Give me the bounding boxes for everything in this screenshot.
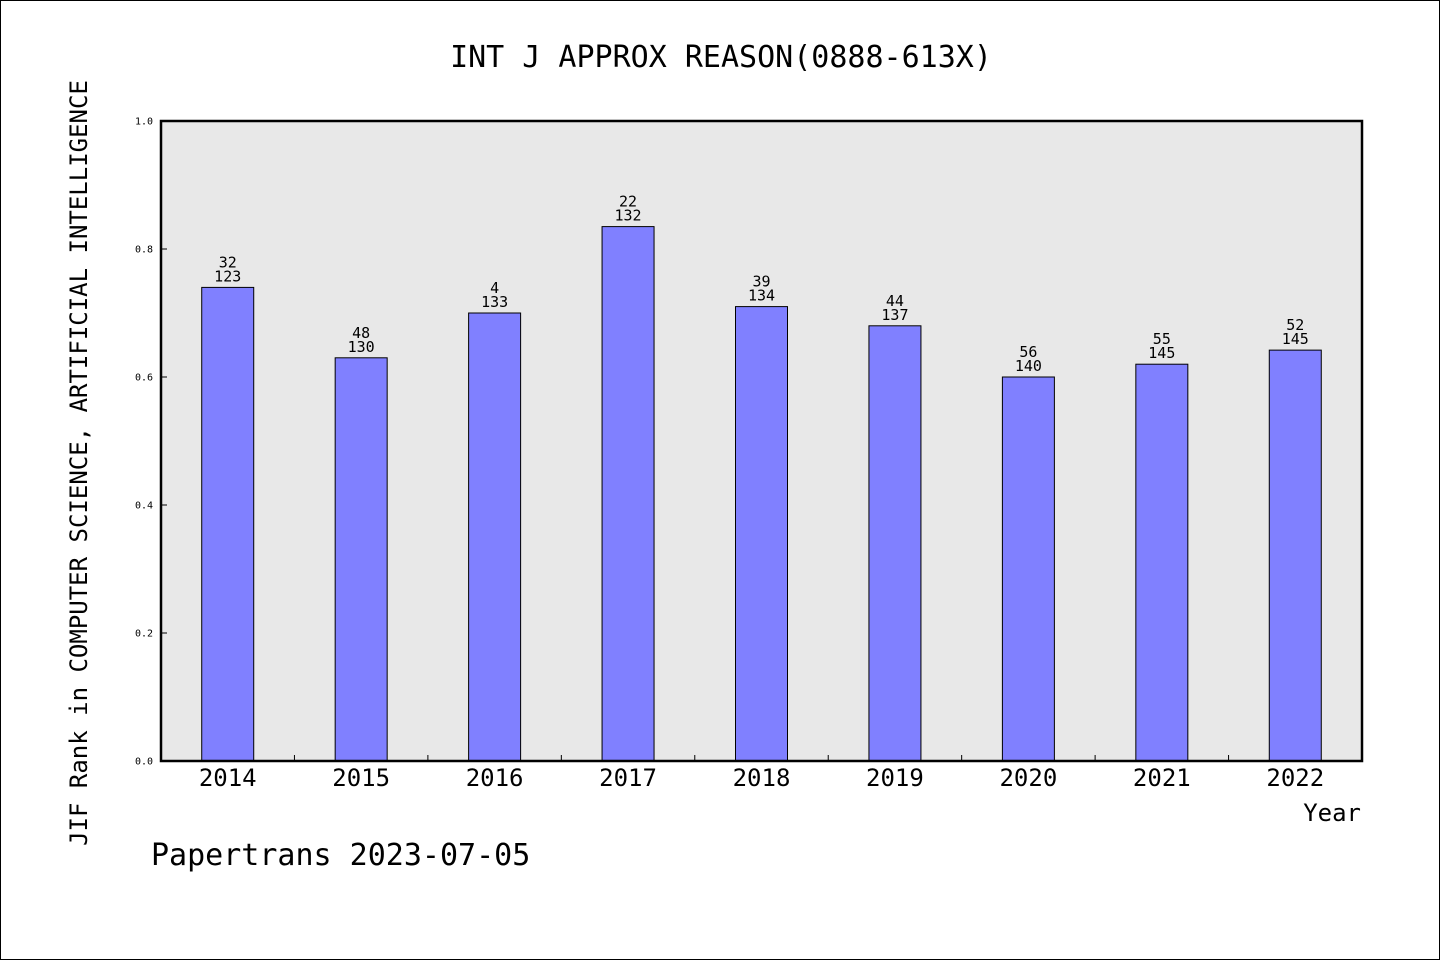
chart-title: INT J APPROX REASON(0888-613X): [450, 40, 992, 75]
bar-2019: [868, 325, 922, 762]
bar-rank-label: 22: [619, 193, 637, 211]
x-tick-label: 2017: [599, 764, 657, 792]
bar-total-label: 134: [748, 287, 775, 305]
bar-rank-label: 52: [1286, 316, 1304, 334]
x-tick-label: 2018: [733, 764, 791, 792]
y-tick-label: 0.8: [135, 245, 153, 256]
plot-border: [159, 119, 1364, 763]
y-axis-label: JIF Rank in COMPUTER SCIENCE, ARTIFICIAL…: [65, 80, 93, 846]
bar-total-label: 140: [1015, 357, 1042, 375]
bar-2022: [1268, 349, 1322, 762]
bar-total-label: 145: [1148, 344, 1175, 362]
x-tick-label: 2015: [332, 764, 390, 792]
x-tick-label: 2020: [999, 764, 1057, 792]
y-tick-label: 0.0: [135, 757, 153, 768]
x-tick-label: 2021: [1133, 764, 1191, 792]
y-tick-label: 0.2: [135, 629, 153, 640]
bar-total-label: 130: [348, 338, 375, 356]
bar-total-label: 137: [881, 306, 908, 324]
bar-rank-label: 39: [752, 273, 770, 291]
x-tick-label: 2016: [466, 764, 524, 792]
y-tick-label: 1.0: [135, 117, 153, 128]
bar-total-label: 145: [1282, 330, 1309, 348]
x-tick-label: 2022: [1266, 764, 1324, 792]
bar-rank-label: 44: [886, 292, 904, 310]
bar-rank-label: 55: [1153, 330, 1171, 348]
x-tick-label: 2019: [866, 764, 924, 792]
bar-rank-label: 48: [352, 324, 370, 342]
footer-credit: Papertrans 2023-07-05: [151, 838, 530, 873]
bar-2021: [1135, 363, 1189, 762]
bar-2018: [735, 306, 788, 762]
bar-2015: [334, 357, 388, 762]
bar-rank-label: 4: [490, 279, 499, 297]
bar-total-label: 123: [214, 267, 241, 285]
bars: [201, 226, 1322, 762]
bar-2016: [468, 312, 522, 762]
x-tick-label: 2014: [199, 764, 257, 792]
bar-2017: [601, 226, 655, 762]
bar-2014: [201, 286, 255, 762]
bar-total-label: 132: [615, 207, 642, 225]
bar-2020: [1001, 376, 1055, 762]
bar-rank-label: 56: [1019, 343, 1037, 361]
bar-rank-label: 32: [219, 253, 237, 271]
y-tick-label: 0.6: [135, 373, 153, 384]
y-tick-label: 0.4: [135, 501, 153, 512]
bar-total-label: 133: [481, 293, 508, 311]
x-axis-label: Year: [1303, 799, 1361, 827]
category-labels: 2014 2015 2016 2017 2018 2019 2020 2021 2022: [199, 764, 1324, 792]
